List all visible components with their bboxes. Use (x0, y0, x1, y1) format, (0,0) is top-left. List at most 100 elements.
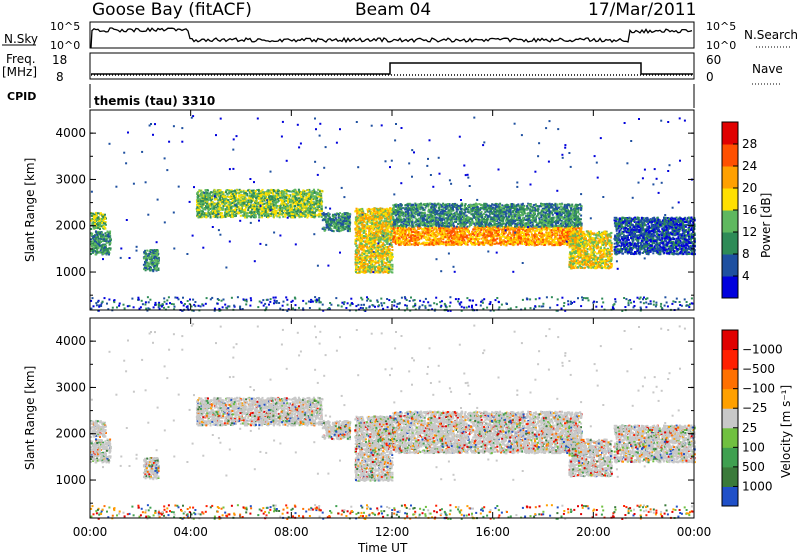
range-cell (308, 203, 310, 205)
range-cell (368, 215, 370, 217)
range-cell (236, 198, 238, 200)
range-cell (376, 234, 378, 236)
range-cell (330, 221, 332, 223)
range-cell (304, 206, 306, 208)
range-cell (265, 206, 267, 208)
range-cell (306, 206, 308, 208)
range-cell (302, 203, 304, 205)
range-cell (313, 208, 315, 210)
range-cell (382, 255, 384, 257)
range-cell (375, 260, 377, 262)
range-cell (302, 194, 304, 196)
range-cell (281, 208, 283, 210)
range-cell (381, 214, 383, 216)
range-cell (242, 214, 244, 216)
range-cell (364, 241, 366, 243)
range-cell (91, 234, 93, 236)
range-cell (95, 247, 97, 249)
range-cell (251, 208, 253, 210)
range-cell (210, 191, 212, 193)
range-cell (244, 200, 246, 202)
range-cell (219, 201, 221, 203)
range-cell (360, 248, 362, 250)
range-cell (340, 222, 342, 224)
range-cell (271, 198, 273, 200)
range-cell (233, 215, 235, 217)
range-cell (265, 194, 267, 196)
range-cell (229, 201, 231, 203)
range-cell (147, 263, 149, 265)
noise-tick-bottom-right: 10^0 (706, 39, 736, 52)
range-cell (108, 254, 110, 256)
range-cell (247, 209, 249, 211)
range-cell (284, 189, 286, 191)
range-cell (342, 223, 344, 225)
range-cell (384, 271, 386, 273)
range-cell (95, 212, 97, 214)
range-cell (309, 190, 311, 192)
range-cell (277, 212, 279, 214)
range-cell (388, 271, 390, 273)
range-cell (227, 199, 229, 201)
range-cell (359, 231, 361, 233)
freq-panel: Freq. [MHz] 18 8 60 0 Nave (2, 52, 783, 84)
range-cell (347, 225, 349, 227)
range-cell (205, 216, 207, 218)
range-cell (306, 196, 308, 198)
range-cell (312, 195, 314, 197)
range-cell (156, 264, 158, 266)
nsearch-label: N.Search (744, 28, 798, 42)
range-cell (202, 197, 204, 199)
range-cell (384, 218, 386, 220)
range-cell (356, 260, 358, 262)
range-cell (247, 213, 249, 215)
range-cell (146, 250, 148, 252)
range-cell (219, 198, 221, 200)
range-cell (149, 263, 151, 265)
range-cell (237, 211, 239, 213)
range-cell (381, 257, 383, 259)
range-cell (370, 236, 372, 238)
range-cell (216, 203, 218, 205)
range-cell (246, 216, 248, 218)
range-cell (242, 200, 244, 202)
range-cell (201, 194, 203, 196)
range-cell (360, 263, 362, 265)
range-cell (386, 215, 388, 217)
range-cell (200, 200, 202, 202)
range-cell (266, 213, 268, 215)
range-cell (392, 264, 394, 266)
range-cell (361, 212, 363, 214)
range-cell (100, 212, 102, 214)
range-cell (298, 215, 300, 217)
range-cell (251, 194, 253, 196)
range-cell (94, 226, 96, 228)
range-cell (386, 235, 388, 237)
range-cell (386, 249, 388, 251)
range-cell (380, 248, 382, 250)
range-cell (273, 190, 275, 192)
range-cell (269, 192, 271, 194)
range-cell (101, 218, 103, 220)
range-cell (304, 203, 306, 205)
range-cell (103, 226, 105, 228)
range-cell (378, 264, 380, 266)
range-cell (291, 201, 293, 203)
range-cell (209, 213, 211, 215)
range-cell (284, 210, 286, 212)
range-cell (362, 227, 364, 229)
range-cell (299, 207, 301, 209)
range-cell (383, 220, 385, 222)
range-cell (341, 214, 343, 216)
range-cell (214, 193, 216, 195)
range-cell (363, 232, 365, 234)
range-cell (294, 216, 296, 218)
range-cell (296, 213, 298, 215)
range-cell (355, 245, 357, 247)
range-cell (332, 214, 334, 216)
range-cell (153, 257, 155, 259)
range-cell (297, 204, 299, 206)
range-cell (385, 241, 387, 243)
freq-tick-bottom: 8 (56, 70, 64, 84)
range-cell (223, 196, 225, 198)
